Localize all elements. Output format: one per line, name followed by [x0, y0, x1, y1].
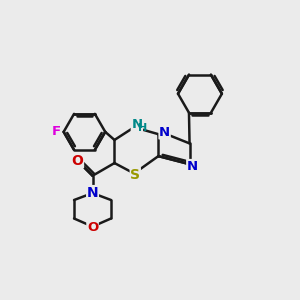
Text: F: F: [52, 125, 61, 138]
Text: H: H: [138, 123, 148, 134]
Text: S: S: [130, 168, 140, 182]
Text: O: O: [87, 220, 98, 233]
Text: N: N: [131, 118, 142, 131]
Text: N: N: [187, 160, 198, 172]
Text: N: N: [87, 186, 98, 200]
Text: O: O: [72, 154, 83, 168]
Text: N: N: [159, 126, 170, 139]
